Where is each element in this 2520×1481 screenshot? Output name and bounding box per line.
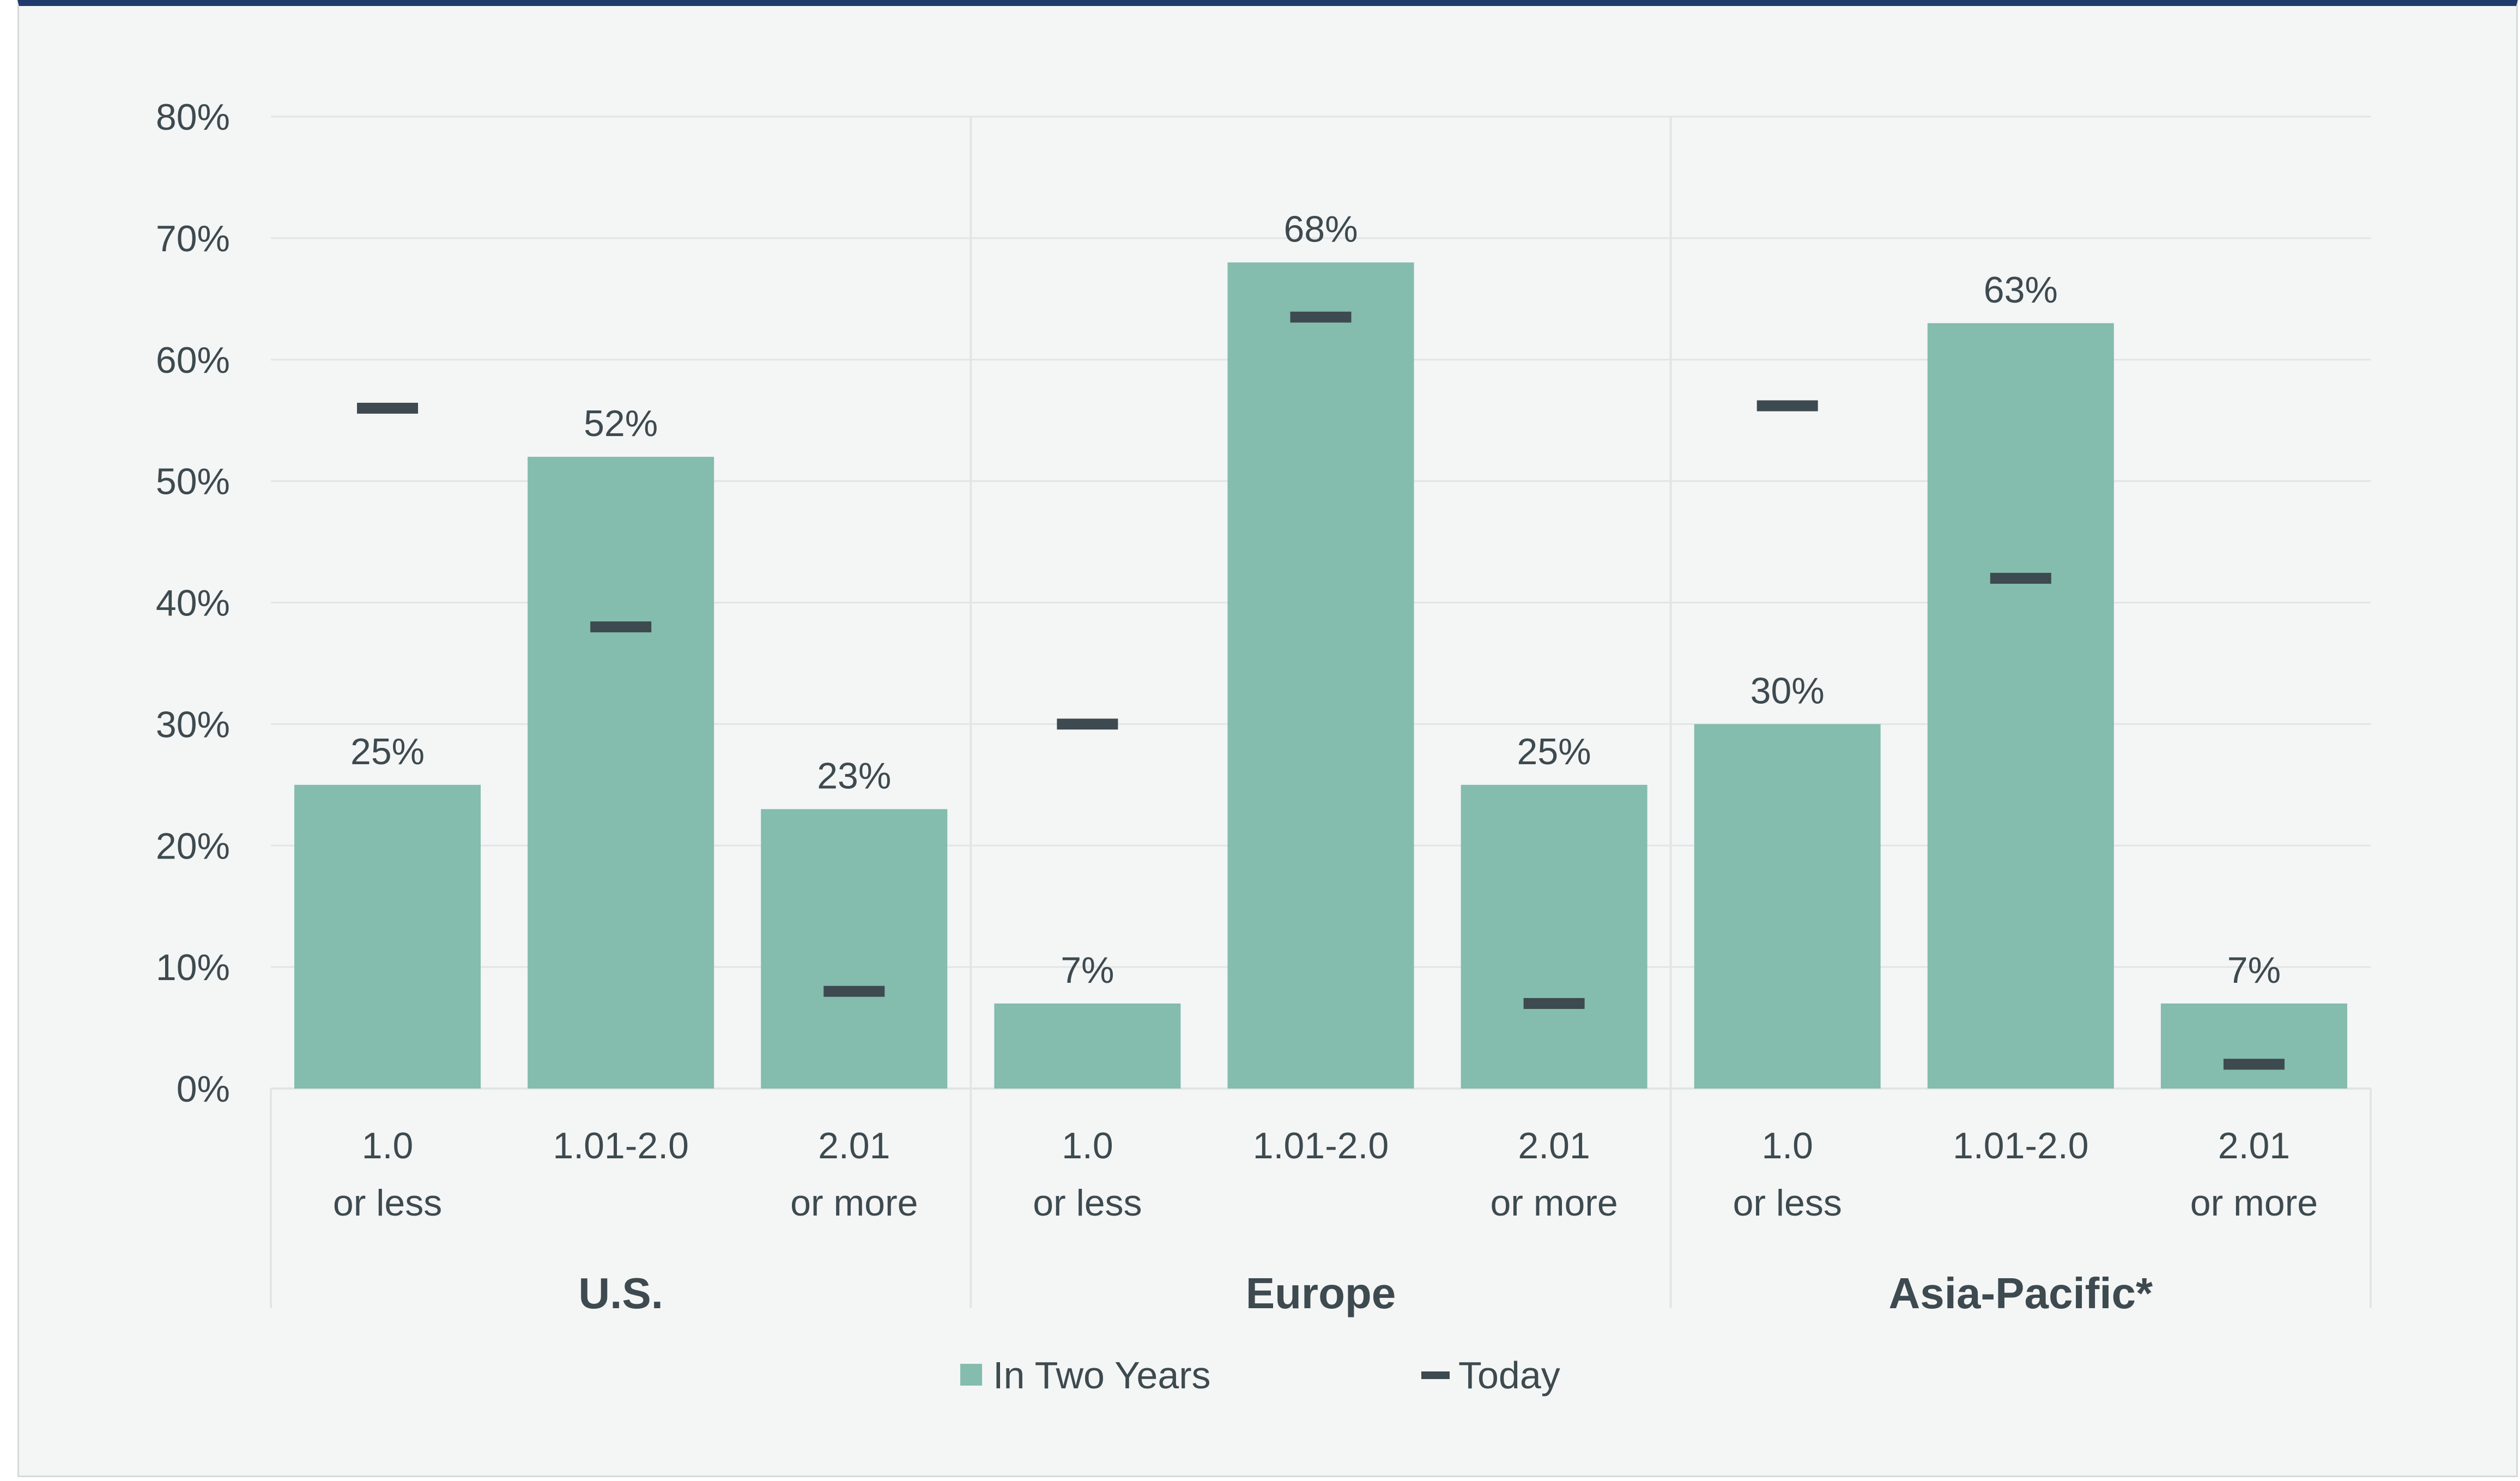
- legend-swatch-marker: [1421, 1371, 1450, 1379]
- group-label: U.S.: [578, 1269, 663, 1317]
- today-marker: [823, 986, 885, 997]
- data-label: 25%: [1517, 731, 1591, 772]
- y-tick-label: 40%: [156, 583, 230, 624]
- x-tick-label: 1.01-2.0: [553, 1125, 689, 1166]
- bar: [528, 457, 714, 1089]
- x-tick-label: 1.0: [1761, 1125, 1813, 1166]
- y-tick-label: 70%: [156, 218, 230, 259]
- y-tick-label: 0%: [177, 1068, 230, 1110]
- legend-swatch-bar: [960, 1364, 982, 1386]
- bar: [1227, 262, 1414, 1089]
- y-tick-label: 60%: [156, 340, 230, 381]
- x-tick-label: or less: [333, 1182, 442, 1224]
- data-label: 68%: [1283, 208, 1358, 250]
- x-tick-label: 2.01: [1518, 1125, 1590, 1166]
- bar: [994, 1003, 1181, 1089]
- bar: [1461, 784, 1647, 1089]
- today-marker: [357, 402, 419, 414]
- x-tick-label: 1.01-2.0: [1253, 1125, 1389, 1166]
- y-tick-label: 50%: [156, 461, 230, 503]
- x-tick-label: or less: [1033, 1182, 1142, 1224]
- legend-label-marker: Today: [1458, 1354, 1560, 1397]
- today-marker: [1990, 572, 2051, 584]
- y-tick-label: 20%: [156, 825, 230, 867]
- today-marker: [1057, 718, 1118, 730]
- x-tick-label: or more: [2190, 1182, 2318, 1224]
- data-label: 23%: [817, 755, 891, 796]
- bar: [1694, 724, 1881, 1089]
- x-tick-label: 1.0: [362, 1125, 414, 1166]
- x-tick-label: 2.01: [818, 1125, 890, 1166]
- y-tick-label: 30%: [156, 704, 230, 745]
- bar: [1927, 323, 2114, 1089]
- bar: [294, 784, 481, 1089]
- data-label: 63%: [1984, 269, 2058, 311]
- data-label: 25%: [350, 731, 425, 772]
- x-tick-label: or more: [1490, 1182, 1618, 1224]
- group-label: Asia-Pacific*: [1888, 1269, 2153, 1317]
- group-label: Europe: [1246, 1269, 1396, 1317]
- x-tick-label: or less: [1733, 1182, 1842, 1224]
- legend-label-bar: In Two Years: [993, 1354, 1211, 1397]
- x-tick-label: or more: [790, 1182, 918, 1224]
- today-marker: [590, 621, 652, 633]
- today-marker: [2223, 1059, 2285, 1070]
- y-tick-label: 80%: [156, 96, 230, 138]
- today-marker: [1523, 998, 1585, 1009]
- y-tick-label: 10%: [156, 947, 230, 988]
- today-marker: [1290, 311, 1352, 323]
- x-tick-label: 1.01-2.0: [1953, 1125, 2089, 1166]
- bar: [761, 809, 948, 1089]
- data-label: 52%: [584, 403, 658, 444]
- x-tick-label: 2.01: [2218, 1125, 2290, 1166]
- bar: [2160, 1003, 2347, 1089]
- today-marker: [1756, 400, 1818, 412]
- data-label: 7%: [1061, 950, 1114, 991]
- x-tick-label: 1.0: [1062, 1125, 1113, 1166]
- data-label: 7%: [2227, 950, 2281, 991]
- data-label: 30%: [1750, 670, 1825, 711]
